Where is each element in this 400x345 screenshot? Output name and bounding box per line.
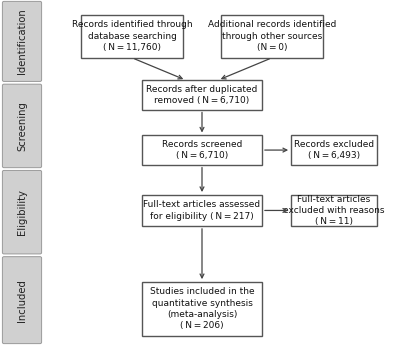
Text: Eligibility: Eligibility: [17, 189, 27, 235]
Text: Studies included in the
quantitative synthesis
(meta-analysis)
( N = 206): Studies included in the quantitative syn…: [150, 287, 254, 331]
FancyBboxPatch shape: [142, 136, 262, 165]
FancyBboxPatch shape: [2, 84, 42, 168]
FancyBboxPatch shape: [221, 14, 323, 58]
Text: Records after duplicated
removed ( N = 6,710): Records after duplicated removed ( N = 6…: [146, 85, 258, 105]
Text: Records identified through
database searching
( N = 11,760): Records identified through database sear…: [72, 20, 192, 52]
Text: Full-text articles
excluded with reasons
( N = 11): Full-text articles excluded with reasons…: [283, 195, 385, 226]
FancyBboxPatch shape: [142, 80, 262, 110]
Text: Additional records identified
through other sources
(N = 0): Additional records identified through ot…: [208, 20, 336, 52]
Text: Identification: Identification: [17, 9, 27, 74]
Text: Records excluded
( N = 6,493): Records excluded ( N = 6,493): [294, 140, 374, 160]
FancyBboxPatch shape: [2, 170, 42, 254]
FancyBboxPatch shape: [291, 195, 377, 226]
FancyBboxPatch shape: [2, 257, 42, 344]
FancyBboxPatch shape: [291, 136, 377, 165]
Text: Included: Included: [17, 279, 27, 322]
FancyBboxPatch shape: [142, 282, 262, 335]
Text: Screening: Screening: [17, 101, 27, 151]
FancyBboxPatch shape: [142, 195, 262, 226]
Text: Full-text articles assessed
for eligibility ( N = 217): Full-text articles assessed for eligibil…: [144, 200, 260, 221]
FancyBboxPatch shape: [81, 14, 183, 58]
FancyBboxPatch shape: [2, 1, 42, 81]
Text: Records screened
( N = 6,710): Records screened ( N = 6,710): [162, 140, 242, 160]
